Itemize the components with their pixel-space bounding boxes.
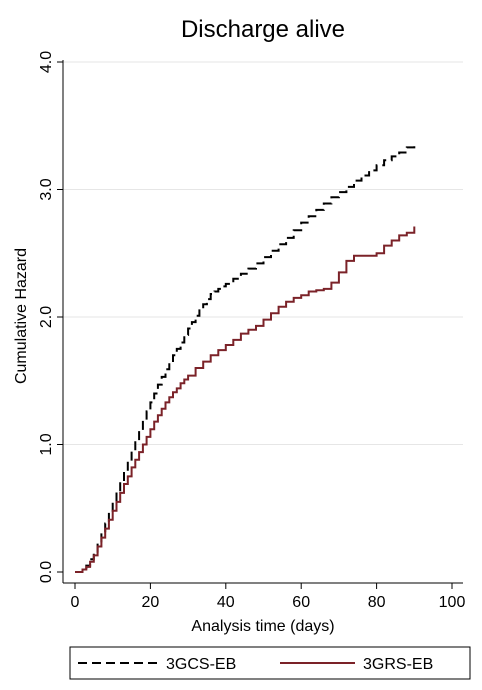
x-tick-label: 0 — [71, 594, 80, 611]
x-tick-label: 100 — [439, 594, 466, 611]
legend-label-3gcs-eb: 3GCS-EB — [166, 656, 236, 673]
y-tick-label: 3.0 — [38, 178, 55, 200]
x-tick-label: 20 — [142, 594, 160, 611]
gridlines — [63, 61, 463, 445]
y-tick-label: 0.0 — [38, 561, 55, 583]
y-axis-ticks: 0.0 1.0 2.0 3.0 4.0 — [38, 51, 63, 583]
y-tick-label: 1.0 — [38, 433, 55, 455]
x-tick-label: 80 — [368, 594, 386, 611]
series-line-3gcs-eb — [75, 142, 416, 573]
y-tick-label: 4.0 — [38, 51, 55, 73]
legend: 3GCS-EB 3GRS-EB — [69, 646, 471, 680]
series-layer — [75, 142, 416, 573]
chart-title: Discharge alive — [181, 16, 345, 43]
y-tick-label: 2.0 — [38, 306, 55, 328]
series-line-3grs-eb — [75, 226, 416, 573]
y-axis-title: Cumulative Hazard — [13, 248, 30, 384]
x-axis-ticks: 0 20 40 60 80 100 — [71, 583, 466, 611]
x-tick-label: 40 — [217, 594, 235, 611]
legend-items: 3GCS-EB 3GRS-EB — [78, 656, 433, 673]
legend-label-3grs-eb: 3GRS-EB — [363, 656, 433, 673]
x-tick-label: 60 — [292, 594, 310, 611]
x-axis-title: Analysis time (days) — [191, 618, 334, 635]
axes — [62, 60, 463, 584]
